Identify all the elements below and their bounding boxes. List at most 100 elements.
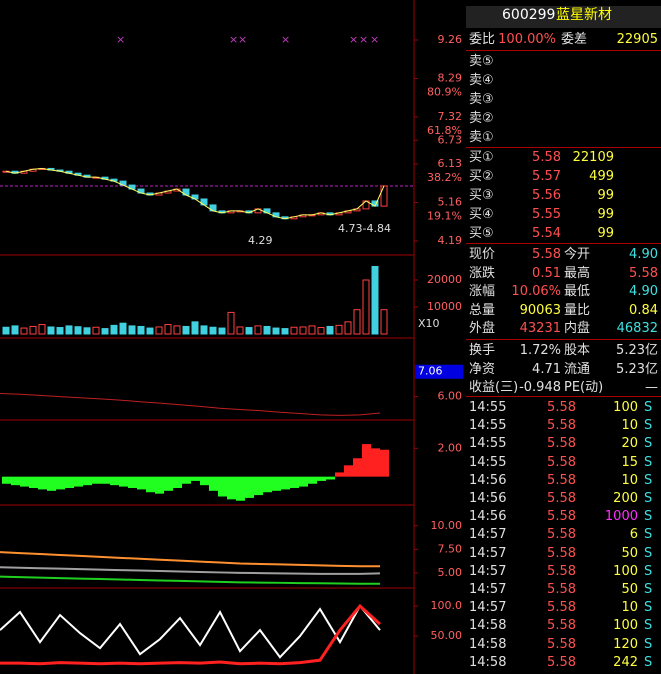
cell: 14:57: [469, 527, 507, 543]
row: 卖④: [466, 72, 661, 90]
row: 14:55 5.58 15 S: [466, 454, 661, 472]
macd-bar: [371, 448, 380, 477]
row: 14:57 5.58 6 S: [466, 526, 661, 544]
row: 委比 100.00% 委差 22905: [466, 31, 661, 49]
volume-bar: [272, 327, 280, 335]
svg-text:×: ×: [238, 33, 247, 46]
row: 卖②: [466, 110, 661, 128]
macd-bar: [20, 476, 29, 487]
macd-bar: [281, 476, 290, 490]
cell: 5.23亿: [616, 343, 658, 358]
macd-bar: [218, 476, 227, 497]
volume-bar: [11, 325, 19, 335]
macd-bar: [83, 476, 92, 486]
row: 买① 5.58 22109: [466, 149, 661, 167]
y-tick-label: 50.00: [431, 629, 463, 642]
cell: 卖②: [469, 111, 494, 126]
row: 14:55 5.58 100 S: [466, 399, 661, 417]
cell: 120: [613, 636, 638, 652]
cell: S: [644, 600, 653, 616]
cell: 14:57: [469, 582, 507, 597]
row: 14:56 5.58 200 S: [466, 490, 661, 508]
volume-bar: [83, 327, 91, 335]
volume-bar: [20, 327, 28, 335]
macd-bar: [326, 476, 335, 480]
volume-bar: [38, 324, 46, 335]
macd-bar: [11, 476, 20, 486]
cell: S: [644, 654, 653, 670]
row: 14:57 5.58 50 S: [466, 545, 661, 563]
cell: 5.54: [532, 226, 561, 241]
cell: 5.58: [547, 582, 576, 597]
row: 14:57 5.58 100 S: [466, 563, 661, 581]
row: 换手 1.72% 股本 5.23亿: [466, 342, 661, 360]
macd-bar: [92, 476, 101, 484]
macd-bar: [65, 476, 74, 488]
svg-text:×: ×: [281, 33, 290, 46]
macd-bar: [362, 444, 371, 477]
cell: 股本: [564, 343, 591, 358]
cell: 5.58: [629, 265, 658, 281]
macd-bar: [74, 476, 83, 487]
cell: S: [644, 563, 653, 579]
quote-panel: 600299 蓝星新材 委比 100.00% 委差 22905 卖⑤ 卖④ 卖③ 卖② 卖① 买① 5…: [466, 0, 661, 674]
cell: 10.06%: [511, 284, 561, 299]
macd-bar: [209, 476, 218, 491]
cell: 5.58: [547, 436, 576, 452]
volume-bar: [245, 327, 253, 335]
cell: 5.58: [547, 618, 576, 634]
cell: 最低: [564, 284, 591, 299]
volume-bar: [200, 325, 208, 335]
current-label: 7.06: [418, 365, 443, 378]
cell: 净资: [469, 361, 496, 377]
cell: S: [644, 400, 653, 415]
cell: 外盘: [469, 321, 496, 336]
volume-bar: [227, 311, 235, 335]
cell: 14:55: [469, 454, 507, 470]
volume-bar: [110, 324, 118, 335]
fib-label: 80.9%: [427, 85, 462, 98]
macd-bar: [200, 476, 209, 486]
y-tick-label: 2.00: [438, 441, 463, 454]
svg-text:×: ×: [359, 33, 368, 46]
cell: 量比: [564, 302, 591, 318]
cell: S: [644, 509, 653, 525]
cell: 5.58: [547, 454, 576, 470]
cell: 5.58: [547, 491, 576, 506]
cell: 100.00%: [498, 32, 556, 47]
cell: 4.71: [532, 361, 561, 377]
cell: 5.58: [547, 600, 576, 616]
macd-bar: [38, 476, 47, 490]
y-tick-label: 7.50: [438, 542, 463, 555]
cell: 收益(三): [469, 380, 519, 395]
svg-text:×: ×: [349, 33, 358, 46]
macd-bar: [317, 476, 326, 481]
macd-bar: [56, 476, 65, 490]
macd-bar: [254, 476, 263, 496]
volume-bar: [263, 325, 271, 335]
candle: [380, 185, 388, 207]
y-tick-label: 7.32: [438, 110, 463, 123]
cell: S: [644, 618, 653, 634]
row: 涨跌 0.51 最高 5.58: [466, 265, 661, 283]
cell: 99: [597, 207, 614, 222]
cell: 5.58: [547, 509, 576, 525]
volume-bar: [2, 326, 10, 335]
cell: 1000: [604, 509, 638, 525]
volume-bar: [119, 322, 127, 335]
cell: 10: [621, 472, 638, 488]
cell: 10: [621, 600, 638, 616]
ma-line: [5, 167, 385, 220]
y-tick-label: 6.00: [438, 390, 463, 403]
cell: 内盘: [564, 321, 591, 336]
cell: S: [644, 545, 653, 561]
volume-bar: [92, 326, 100, 335]
cell: 4.90: [629, 284, 658, 299]
cell: 买⑤: [469, 226, 494, 241]
row: 14:57 5.58 50 S: [466, 581, 661, 599]
markers: × × × × × × ×: [116, 33, 379, 46]
volume-bar: [101, 328, 109, 335]
cell: 46832: [616, 321, 658, 336]
cell: S: [644, 582, 653, 597]
